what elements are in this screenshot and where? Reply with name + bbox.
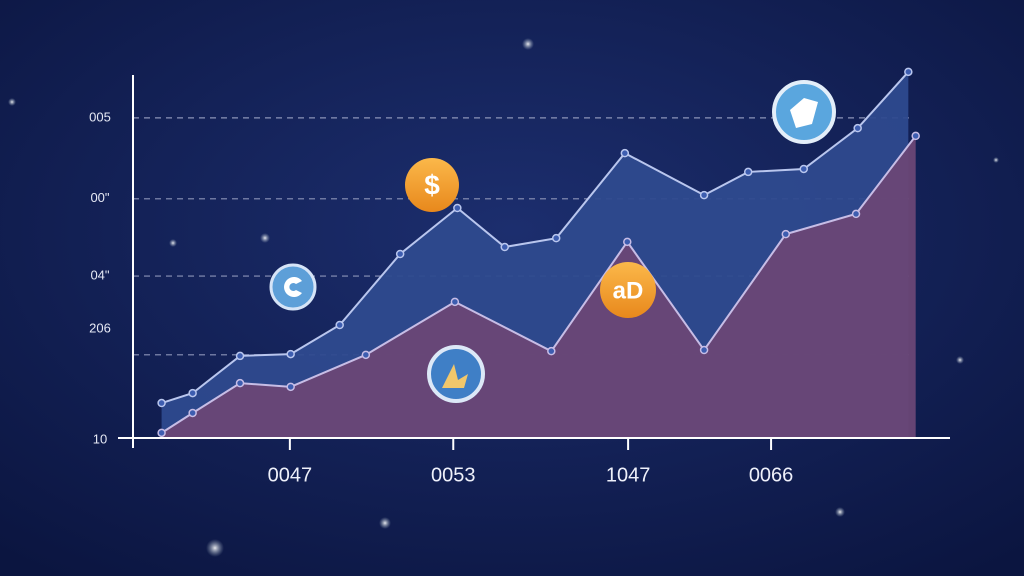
x-tick-label: 0053: [431, 464, 476, 486]
point: [157, 428, 166, 438]
point: [453, 203, 462, 213]
y-tick-label: 04": [90, 268, 109, 283]
point: [335, 320, 344, 330]
point: [853, 123, 862, 133]
point: [188, 388, 197, 398]
coin-symbol: $: [424, 169, 440, 200]
y-tick-label: 10: [93, 431, 107, 446]
badge-glyph: [790, 98, 818, 128]
point: [904, 67, 913, 77]
y-tick-label: 00": [90, 190, 109, 205]
point: [743, 167, 753, 177]
x-tick-label: 1047: [606, 464, 651, 486]
point: [157, 398, 166, 408]
point: [547, 346, 556, 356]
coin-symbol: aD: [613, 277, 644, 304]
point: [699, 345, 709, 355]
y-tick-label: 206: [89, 320, 111, 335]
point: [911, 131, 920, 141]
point: [620, 148, 630, 158]
point: [500, 242, 509, 252]
icons: $ aD: [269, 80, 836, 403]
badge-icon: [269, 263, 317, 311]
x-tick-label: 0047: [268, 464, 313, 486]
point: [799, 164, 809, 174]
point: [623, 237, 632, 247]
coin-icon: [600, 262, 656, 318]
badge-glyph: [442, 364, 468, 388]
point: [551, 233, 561, 243]
point: [188, 408, 197, 418]
point: [781, 229, 791, 239]
point: [286, 382, 295, 392]
point: [235, 378, 245, 388]
point: [286, 349, 295, 359]
coin-icon: [405, 158, 459, 212]
area-line: [161, 135, 917, 434]
point: [361, 350, 371, 360]
y-tick-label: 005: [89, 109, 111, 124]
point: [235, 351, 245, 361]
point: [851, 209, 861, 219]
badge-glyph: [284, 277, 302, 297]
x-tick-label: 0066: [749, 464, 794, 486]
point: [699, 190, 709, 200]
point: [395, 249, 405, 259]
point: [450, 297, 460, 307]
